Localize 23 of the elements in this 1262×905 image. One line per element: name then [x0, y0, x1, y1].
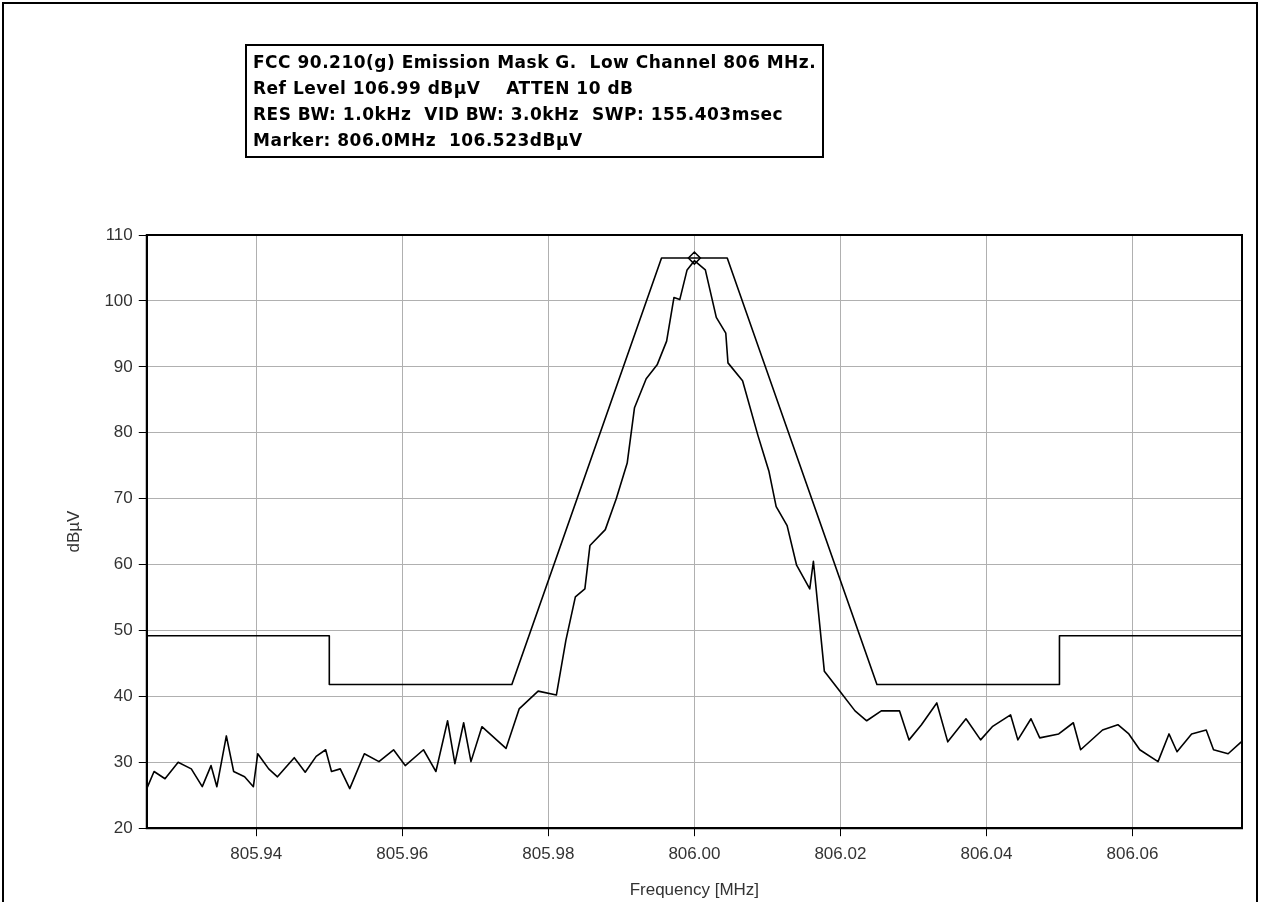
x-tick-label: 806.02 [814, 844, 867, 864]
y-tick-label: 70 [113, 488, 133, 508]
x-tick-label: 806.04 [960, 844, 1013, 864]
text: Ref Level 106.99 dBµV ATTEN 10 dB [253, 77, 635, 100]
y-axis-title: dBµV [63, 509, 83, 553]
x-tick-label: 806.00 [668, 844, 721, 864]
text: Marker: 806.0MHz 106.523dBµV [253, 129, 584, 152]
y-tick-label: 90 [113, 356, 133, 376]
x-tick-label: 806.06 [1106, 844, 1159, 864]
y-tick-label: 100 [104, 290, 133, 310]
x-tick-label: 805.96 [376, 844, 429, 864]
y-tick-label: 50 [113, 620, 133, 640]
y-tick-label: 80 [113, 422, 133, 442]
text: RES BW: 1.0kHz VID BW: 3.0kHz SWP: 155.403msec [253, 103, 785, 126]
chart-title: FCC 90.210(g) Emission Mask G. Low Channel 806 MHz. [253, 51, 817, 74]
x-tick-label: 805.94 [230, 844, 283, 864]
x-tick-label: 805.98 [522, 844, 575, 864]
y-tick-label: 40 [113, 686, 133, 706]
y-tick-label: 110 [105, 224, 133, 244]
x-axis-title: Frequency [MHz] [629, 880, 760, 900]
y-tick-label: 60 [113, 554, 133, 574]
y-tick-label: 20 [113, 817, 133, 837]
y-tick-label: 30 [113, 751, 133, 771]
